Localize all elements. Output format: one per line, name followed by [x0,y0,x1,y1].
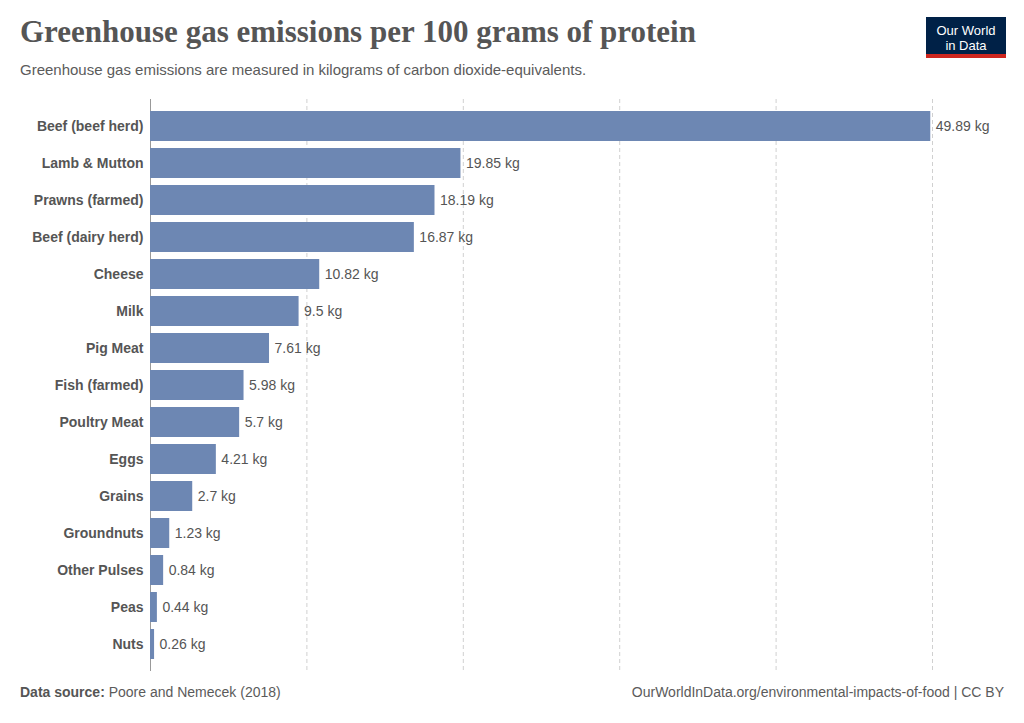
svg-text:Prawns (farmed): Prawns (farmed) [34,192,144,208]
html-text:Greenhouse gas emissions per 1: Greenhouse gas emissions per 100 grams o… [20,14,696,49]
svg-text:Groundnuts: Groundnuts [63,525,143,541]
svg-text:16.87 kg: 16.87 kg [419,229,473,245]
svg-text:Poultry Meat: Poultry Meat [59,414,143,430]
svg-text:10.82 kg: 10.82 kg [325,266,379,282]
svg-text:9.5 kg: 9.5 kg [304,303,342,319]
svg-text:Lamb & Mutton: Lamb & Mutton [42,155,144,171]
svg-text:Milk: Milk [116,303,143,319]
svg-text:Peas: Peas [111,599,144,615]
html-text:Data source: Poore and Nemecek: Data source: Poore and Nemecek (2018) [20,684,281,700]
svg-text:Pig Meat: Pig Meat [86,340,144,356]
svg-text:Beef (beef herd): Beef (beef herd) [37,118,144,134]
svg-text:Beef (dairy herd): Beef (dairy herd) [32,229,143,245]
svg-text:1.23 kg: 1.23 kg [175,525,221,541]
svg-text:4.21 kg: 4.21 kg [221,451,267,467]
svg-text:49.89 kg: 49.89 kg [936,118,990,134]
svg-text:Cheese: Cheese [94,266,144,282]
svg-text:Grains: Grains [99,488,144,504]
html-text:Greenhouse gas emissions are m: Greenhouse gas emissions are measured in… [20,61,587,78]
html-text:OurWorldInData.org/environment: OurWorldInData.org/environmental-impacts… [631,684,1004,700]
svg-text:0.84 kg: 0.84 kg [169,562,215,578]
svg-text:2.7 kg: 2.7 kg [198,488,236,504]
svg-text:19.85 kg: 19.85 kg [466,155,520,171]
svg-text:5.7 kg: 5.7 kg [245,414,283,430]
html-text:Our World in Data: Our World in Data [936,23,996,53]
svg-text:Nuts: Nuts [112,636,143,652]
svg-text:Fish (farmed): Fish (farmed) [55,377,144,393]
svg-text:5.98 kg: 5.98 kg [249,377,295,393]
svg-text:Other Pulses: Other Pulses [57,562,144,578]
svg-text:7.61 kg: 7.61 kg [275,340,321,356]
svg-text:Eggs: Eggs [109,451,143,467]
svg-text:0.44 kg: 0.44 kg [162,599,208,615]
svg-text:0.26 kg: 0.26 kg [160,636,206,652]
svg-text:18.19 kg: 18.19 kg [440,192,494,208]
